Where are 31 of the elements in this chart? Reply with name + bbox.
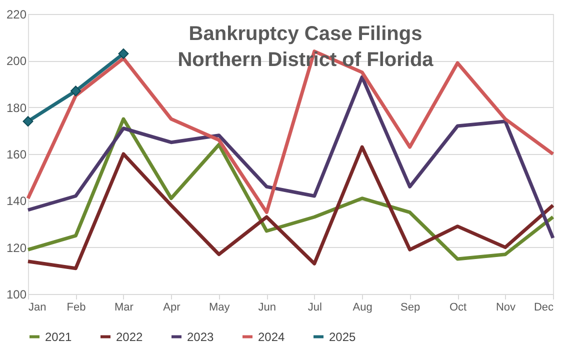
line-series [26,75,555,240]
line-series [26,50,555,214]
x-tick-label: Mar [114,302,134,314]
y-tick-label: 100 [6,288,27,302]
y-tick-label: 160 [6,148,27,162]
legend-label: 2025 [329,330,356,344]
point [118,48,129,59]
x-tick-label: Sep [400,302,420,314]
x-tick-label: Nov [496,302,516,314]
point [70,86,81,96]
point [22,116,34,127]
y-tick-label: 220 [6,8,27,22]
x-tick-label: Feb [66,302,86,314]
x-tick-label: Apr [163,302,181,314]
x-tick-label: Oct [449,302,467,314]
y-tick-label: 140 [6,194,27,208]
x-tick-label: May [209,302,230,314]
y-tick-label: 120 [6,240,27,255]
x-tick-label: Dec [534,302,554,314]
line-series [26,145,555,270]
legend-label: 2022 [116,330,144,344]
legend-label: 2023 [187,330,214,344]
x-tick-label: Aug [352,302,372,314]
x-tick-label: Jul [308,302,322,314]
legend-label: 2024 [258,330,286,344]
legend-label: 2021 [45,330,72,344]
x-tick-label: Jan [28,302,46,314]
line-series [26,117,555,261]
y-tick-label: 200 [6,54,27,68]
x-tick-label: Jun [258,302,276,314]
y-tick-label: 180 [6,100,27,115]
